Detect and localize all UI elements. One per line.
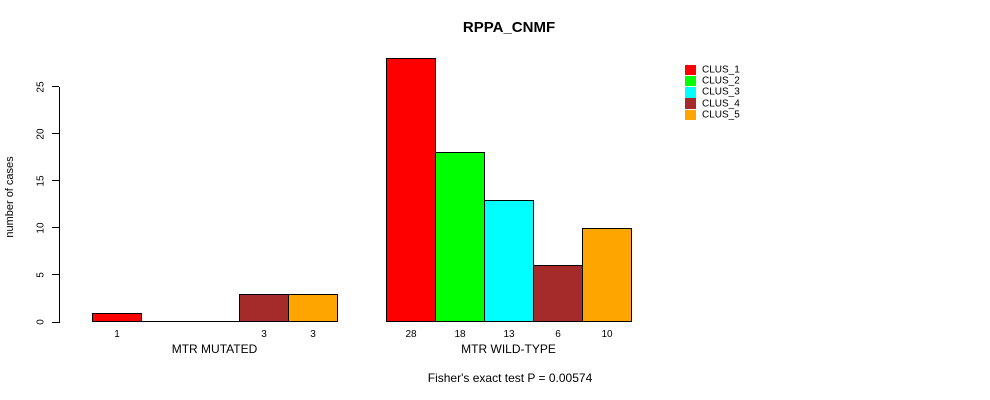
bar-value-label: 3	[261, 329, 267, 340]
zero-bar-clus_2	[141, 321, 191, 322]
bar-value-label: 18	[454, 329, 466, 340]
y-axis-tick-label: 5	[35, 272, 47, 278]
bar-mtr-wild-type-clus_5	[582, 227, 632, 322]
y-axis-tick-label: 0	[35, 319, 47, 325]
legend-label-clus_1: CLUS_1	[702, 64, 740, 76]
y-axis-label: number of cases	[4, 156, 16, 238]
bar-mtr-wild-type-clus_4	[533, 265, 583, 322]
legend-label-clus_3: CLUS_3	[702, 86, 740, 98]
chart-title: RPPA_CNMF	[462, 19, 556, 36]
y-axis-tick-label: 20	[35, 128, 47, 140]
y-axis-tick-label: 10	[35, 222, 47, 234]
legend-label-clus_5: CLUS_5	[702, 109, 740, 121]
fisher-test-footnote: Fisher's exact test P = 0.00574	[427, 371, 593, 385]
y-axis-tick	[52, 227, 59, 229]
bar-mtr-wild-type-clus_2	[435, 152, 485, 322]
bar-value-label: 3	[310, 329, 316, 340]
y-axis-tick	[52, 86, 59, 87]
bar-value-label: 1	[114, 329, 120, 340]
legend-swatch-clus_1	[685, 64, 696, 75]
bar-value-label: 6	[555, 329, 561, 340]
bar-mtr-wild-type-clus_3	[484, 199, 534, 322]
legend-label-clus_4: CLUS_4	[702, 98, 740, 110]
y-axis-tick	[52, 180, 59, 182]
bar-mtr-mutated-clus_4	[239, 293, 289, 322]
legend-label-clus_2: CLUS_2	[702, 75, 740, 87]
y-axis-tick-label: 25	[35, 80, 47, 93]
bar-value-label: 28	[405, 329, 417, 340]
legend-swatch-clus_5	[685, 109, 696, 121]
bar-value-label: 10	[601, 329, 613, 340]
group-label-mtr-wild-type: MTR WILD-TYPE	[461, 342, 556, 356]
y-axis-tick	[52, 133, 59, 135]
legend-swatch-clus_3	[685, 87, 696, 98]
y-axis-tick	[52, 274, 59, 276]
legend-swatch-clus_4	[685, 98, 696, 109]
zero-bar-clus_3	[190, 321, 240, 322]
bar-mtr-mutated-clus_5	[288, 293, 338, 322]
bar-value-label: 13	[503, 329, 515, 340]
y-axis-tick-label: 15	[35, 175, 47, 187]
bar-mtr-wild-type-clus_1	[386, 58, 436, 322]
bar-mtr-mutated-clus_1	[92, 312, 142, 322]
group-label-mtr-mutated: MTR MUTATED	[171, 342, 258, 356]
legend-swatch-clus_2	[685, 75, 696, 87]
y-axis-line	[59, 87, 60, 323]
y-axis-tick	[52, 321, 59, 323]
